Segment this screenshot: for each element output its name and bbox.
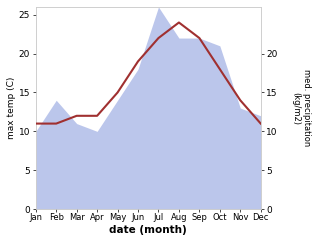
X-axis label: date (month): date (month)	[109, 225, 187, 235]
Y-axis label: med. precipitation
(kg/m2): med. precipitation (kg/m2)	[292, 69, 311, 147]
Y-axis label: max temp (C): max temp (C)	[7, 77, 16, 139]
